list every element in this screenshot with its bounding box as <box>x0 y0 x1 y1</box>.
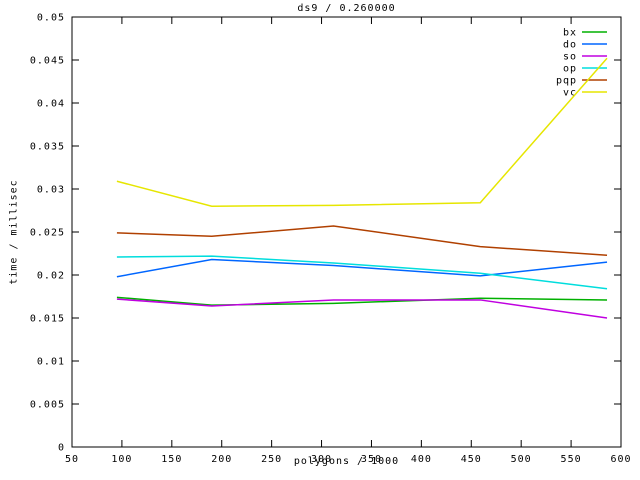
y-tick-label: 0.035 <box>30 142 65 153</box>
x-tick-label: 350 <box>361 454 382 465</box>
y-tick-label: 0.01 <box>37 357 65 368</box>
y-tick-label: 0.005 <box>30 400 65 411</box>
plot-frame <box>71 16 622 448</box>
x-tick-label: 600 <box>610 454 631 465</box>
y-tick-label: 0.04 <box>37 99 65 110</box>
series-line-do <box>116 258 608 278</box>
legend-label-op: op <box>563 64 577 75</box>
x-tick-label: 200 <box>211 454 232 465</box>
legend-label-so: so <box>563 52 577 63</box>
x-tick-label: 500 <box>511 454 532 465</box>
legend-label-pqp: pqp <box>556 76 577 87</box>
legend-label-do: do <box>563 40 577 51</box>
series-line-vc <box>116 57 608 207</box>
x-tick-label: 150 <box>161 454 182 465</box>
x-tick-label: 100 <box>111 454 132 465</box>
series-line-bx <box>116 296 608 306</box>
x-tick-label: 300 <box>311 454 332 465</box>
y-tick-label: 0 <box>58 443 65 454</box>
series-line-so <box>116 298 608 319</box>
legend-label-bx: bx <box>563 28 577 39</box>
chart-title: ds9 / 0.260000 <box>297 3 396 14</box>
x-tick-label: 250 <box>261 454 282 465</box>
y-tick-label: 0.05 <box>37 13 65 24</box>
y-tick-label: 0.045 <box>30 56 65 67</box>
x-tick-label: 400 <box>411 454 432 465</box>
x-axis-label: polygons / 1000 <box>293 456 400 467</box>
x-tick-label: 50 <box>65 454 79 465</box>
y-axis-label: time / millisec <box>8 179 20 285</box>
series-line-op <box>116 255 608 290</box>
y-tick-label: 0.015 <box>30 314 65 325</box>
legend-label-vc: vc <box>563 88 577 99</box>
y-tick-label: 0.02 <box>37 271 65 282</box>
x-tick-label: 450 <box>461 454 482 465</box>
y-tick-label: 0.03 <box>37 185 65 196</box>
x-tick-label: 550 <box>561 454 582 465</box>
series-line-pqp <box>116 225 608 256</box>
y-tick-label: 0.025 <box>30 228 65 239</box>
